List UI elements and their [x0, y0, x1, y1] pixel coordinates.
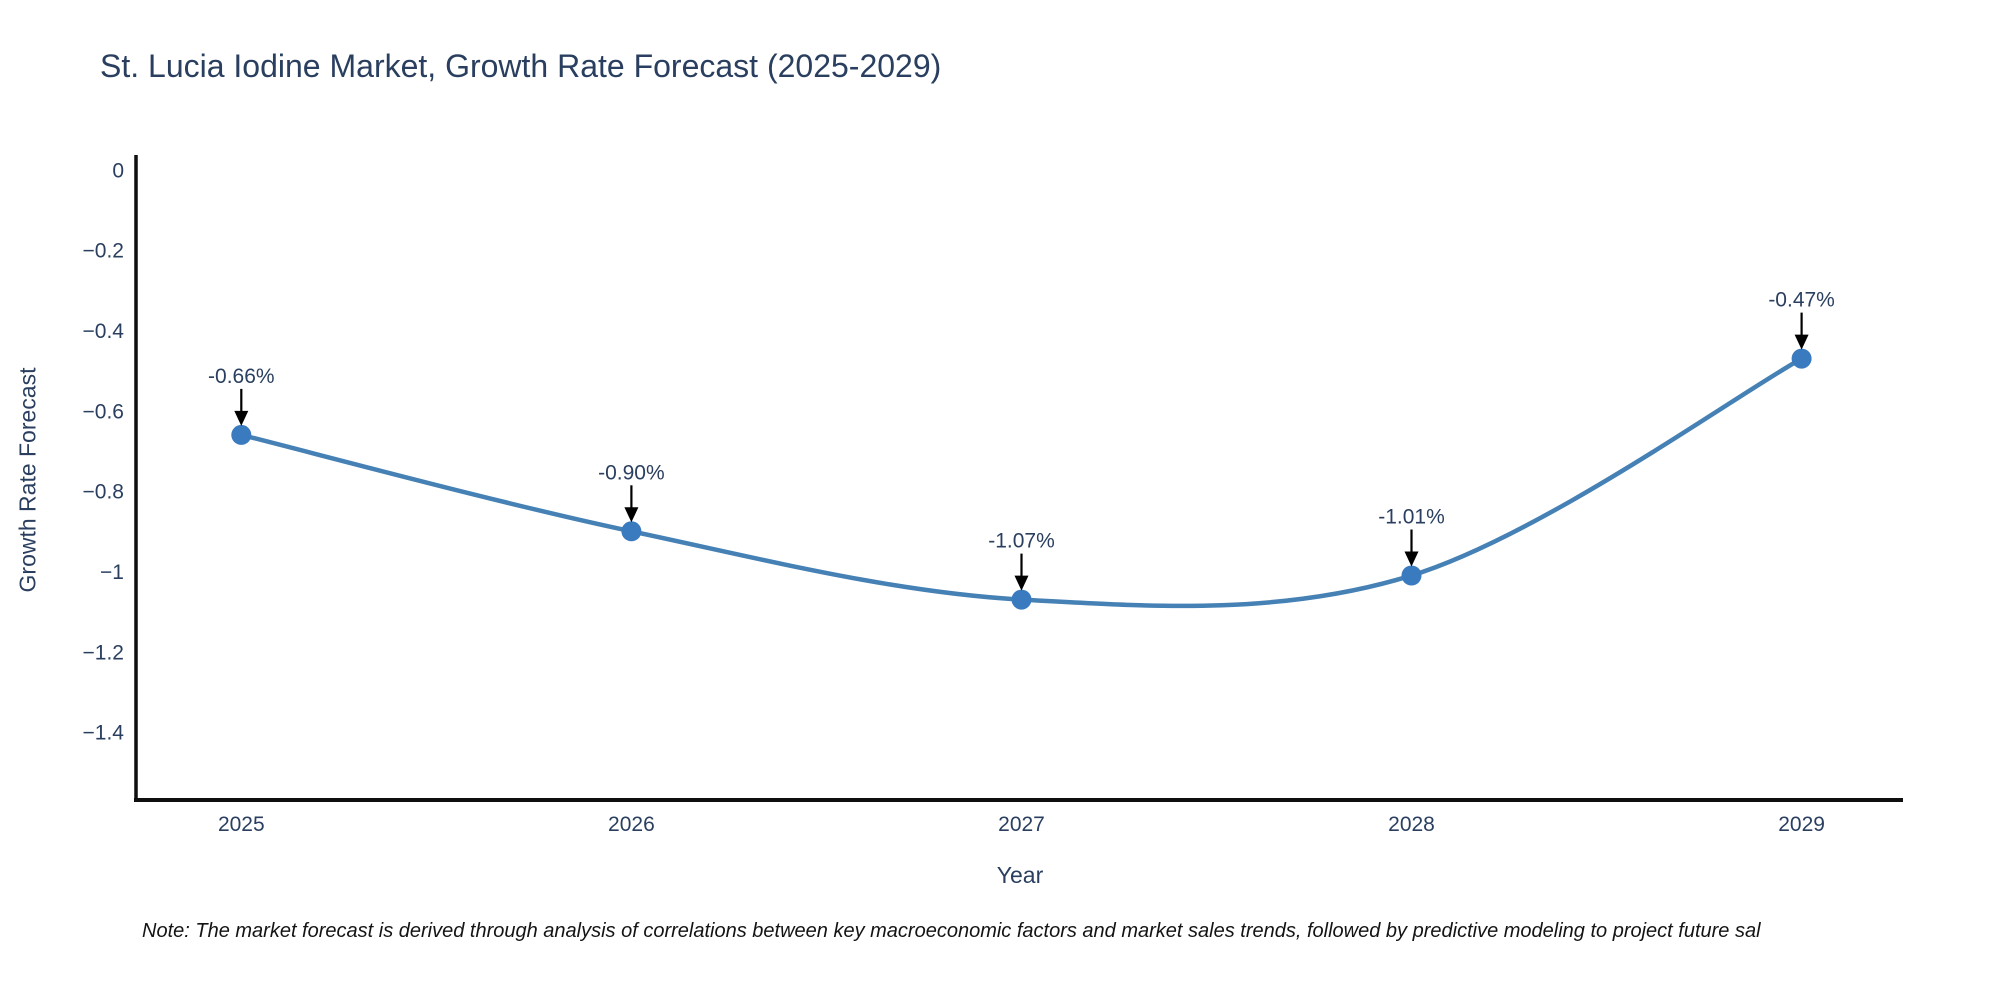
annotation-arrow-head	[1404, 551, 1419, 567]
annotation-label-2026: -0.90%	[598, 461, 665, 484]
annotation-label-2029: -0.47%	[1768, 289, 1835, 312]
annotation-arrow-head	[1014, 575, 1029, 591]
x-tick-label: 2026	[608, 813, 655, 836]
annotation-arrow-head	[234, 410, 249, 426]
footnote: Note: The market forecast is derived thr…	[142, 920, 1761, 942]
x-tick-label: 2028	[1388, 813, 1435, 836]
y-tick-label: −1.4	[83, 722, 125, 745]
annotation-label-2028: -1.01%	[1378, 506, 1445, 529]
y-tick-label: 0	[112, 159, 124, 182]
annotation-label-2027: -1.07%	[988, 530, 1055, 553]
data-point-2027	[1011, 589, 1032, 610]
data-point-2029	[1791, 348, 1812, 369]
y-tick-label: −1.2	[83, 641, 124, 664]
y-tick-label: −0.8	[83, 481, 124, 504]
annotation-label-2025: -0.66%	[208, 365, 275, 388]
annotation-arrow-head	[624, 507, 639, 523]
axis-lines	[134, 155, 1903, 802]
y-tick-label: −1	[100, 561, 124, 584]
y-tick-label: −0.4	[83, 320, 125, 343]
annotation-arrow-head	[1794, 334, 1809, 350]
y-tick-label: −0.2	[83, 240, 124, 263]
point-annotations: -0.66% -0.90% -1.07% -1.01% -0.47%	[208, 289, 1835, 591]
x-tick-label: 2029	[1778, 813, 1825, 836]
x-tick-label: 2027	[998, 813, 1045, 836]
data-point-2025	[231, 424, 252, 445]
x-axis-title: Year	[996, 862, 1044, 888]
y-tick-label: −0.6	[83, 400, 124, 423]
x-tick-label: 2025	[218, 813, 265, 836]
y-axis-ticks: 0 −0.2 −0.4 −0.6 −0.8 −1 −1.2 −1.4	[83, 159, 125, 744]
x-axis-ticks: 2025 2026 2027 2028 2029	[218, 813, 1825, 836]
data-point-2028	[1401, 565, 1422, 586]
data-point-2026	[621, 521, 642, 542]
chart-title: St. Lucia Iodine Market, Growth Rate For…	[100, 48, 942, 84]
data-point-markers	[231, 348, 1812, 610]
